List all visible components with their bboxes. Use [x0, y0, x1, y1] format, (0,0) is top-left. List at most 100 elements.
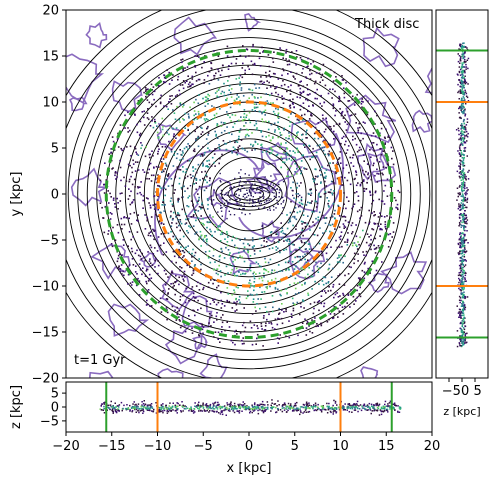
star-point — [138, 294, 141, 296]
star-point — [363, 254, 365, 256]
side-star-point — [466, 219, 469, 221]
side-star-point — [459, 68, 462, 71]
bottom-star-point — [351, 406, 353, 408]
star-point — [265, 136, 267, 138]
side-star-point — [460, 329, 463, 332]
star-point — [206, 160, 208, 162]
star-point — [124, 185, 127, 187]
bottom-star-point — [365, 408, 367, 411]
star-point — [362, 251, 364, 253]
star-point — [157, 136, 159, 139]
star-point — [198, 258, 200, 260]
star-point — [182, 152, 184, 154]
star-point — [374, 135, 377, 137]
star-point — [298, 292, 300, 294]
star-point — [305, 248, 307, 250]
star-point — [348, 171, 350, 174]
star-point — [260, 265, 262, 268]
star-point — [306, 93, 309, 96]
star-point — [204, 170, 207, 173]
bar-point — [246, 199, 248, 202]
bottom-star-point — [143, 400, 145, 402]
bar-point — [236, 203, 238, 205]
star-point — [271, 57, 274, 60]
star-point — [237, 150, 239, 152]
star-point — [145, 280, 147, 283]
star-point — [350, 162, 352, 164]
side-star-point — [460, 317, 462, 319]
star-point — [136, 249, 138, 252]
bottom-star-point — [299, 413, 301, 416]
star-point — [182, 106, 184, 108]
star-point — [292, 75, 295, 77]
star-point — [238, 131, 241, 133]
bottom-star-point — [262, 407, 264, 410]
star-point — [320, 324, 323, 327]
star-point — [352, 139, 354, 141]
star-point — [175, 261, 177, 264]
star-point — [339, 108, 341, 110]
side-star-point — [458, 71, 461, 74]
star-point — [323, 139, 325, 142]
star-point — [275, 249, 278, 251]
star-point — [240, 273, 242, 276]
side-star-point — [461, 132, 463, 135]
side-star-point — [460, 143, 462, 145]
bottom-star-point — [271, 406, 273, 409]
star-point — [111, 136, 114, 138]
side-star-point — [463, 221, 466, 223]
bottom-star-point — [373, 404, 375, 406]
star-point — [160, 187, 162, 189]
star-point — [243, 116, 245, 118]
bottom-star-point — [143, 406, 145, 408]
side-star-point — [462, 251, 465, 253]
star-point — [252, 43, 254, 46]
star-point — [263, 110, 265, 113]
star-point — [229, 263, 231, 266]
bottom-star-point — [230, 401, 232, 403]
star-point — [299, 236, 302, 238]
side-star-point — [464, 226, 467, 228]
star-point — [290, 187, 292, 189]
bottom-star-point — [218, 403, 220, 406]
star-point — [223, 257, 226, 259]
star-point — [256, 293, 258, 296]
bar-point — [230, 187, 233, 189]
bottom-star-point — [297, 409, 300, 411]
star-point — [329, 143, 331, 146]
bottom-star-point — [111, 408, 114, 410]
star-point — [245, 116, 247, 119]
star-point — [314, 91, 317, 94]
star-point — [250, 327, 253, 329]
bar-point — [225, 206, 227, 209]
bar-point — [260, 187, 263, 189]
bottom-star-point — [125, 408, 128, 410]
star-point — [170, 178, 173, 180]
star-point — [218, 162, 220, 165]
side-star-point — [460, 310, 462, 313]
star-point — [176, 306, 178, 309]
bottom-star-point — [275, 411, 278, 413]
star-point — [192, 309, 194, 312]
bottom-star-point — [194, 411, 196, 413]
star-point — [317, 137, 320, 140]
side-star-point — [459, 168, 461, 170]
star-point — [216, 90, 218, 93]
star-point — [184, 330, 187, 333]
star-point — [322, 117, 324, 120]
star-point — [302, 299, 304, 301]
star-point — [374, 174, 376, 177]
side-star-point — [461, 91, 463, 93]
star-point — [285, 239, 287, 241]
side-star-point — [465, 214, 467, 217]
star-point — [231, 152, 233, 154]
bottom-star-point — [295, 404, 297, 407]
bottom-star-point — [354, 403, 356, 405]
star-point — [193, 118, 196, 121]
side-star-point — [460, 220, 462, 222]
star-point — [108, 153, 110, 155]
star-point — [174, 118, 177, 121]
star-point — [182, 68, 184, 70]
side-star-point — [464, 196, 466, 199]
star-point — [163, 187, 165, 189]
